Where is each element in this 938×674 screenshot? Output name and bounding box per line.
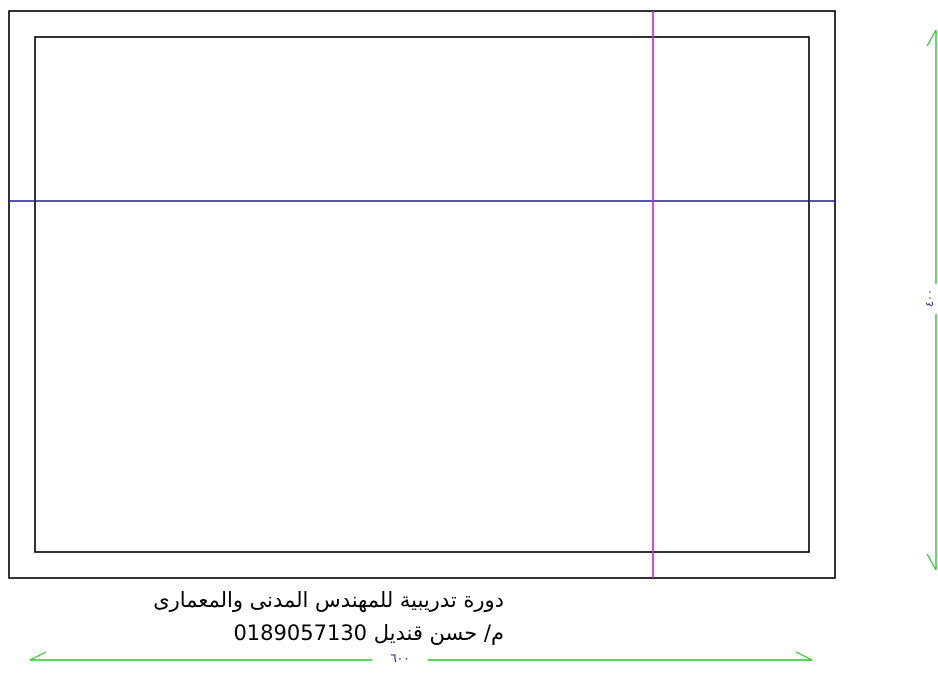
vertical-dimension: ٤٠٠ (923, 29, 938, 571)
horizontal-dimension-label: ٦٠٠ (390, 651, 409, 665)
inner-frame (34, 36, 810, 553)
outer-frame (8, 10, 836, 579)
caption-course-title: دورة تدريبية للمهندس المدنى والمعمارى (153, 588, 504, 612)
vertical-dimension-label: ٤٠٠ (923, 289, 936, 307)
caption-author-phone: م/ حسن قنديل 0189057130 (233, 621, 504, 645)
horizontal-dimension: ٦٠٠ (29, 650, 813, 666)
